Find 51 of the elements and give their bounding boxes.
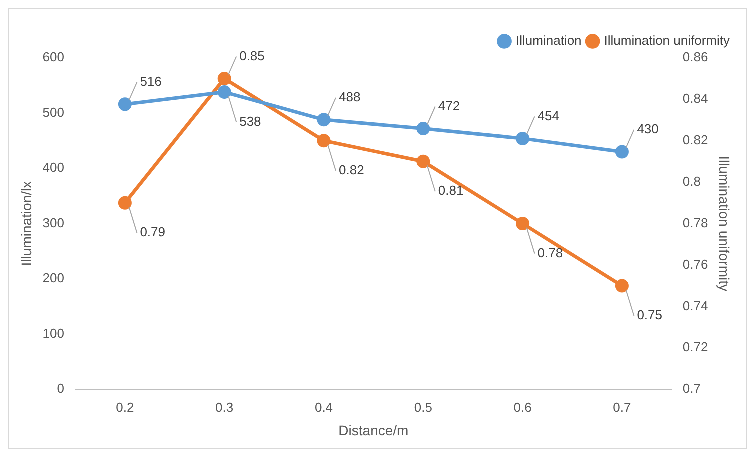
- point: [615, 145, 629, 159]
- x-tick-label: 0.3: [216, 400, 234, 415]
- y2-tick-label: 0.78: [682, 215, 708, 230]
- point: [516, 132, 530, 146]
- point: [615, 279, 629, 293]
- x-tick-label: 0.5: [414, 400, 432, 415]
- y-tick-label: 300: [42, 215, 64, 230]
- data-label: 516: [140, 74, 162, 89]
- point: [416, 122, 430, 136]
- y2-tick-label: 0.86: [682, 50, 708, 65]
- point: [416, 154, 430, 168]
- data-label: 430: [637, 122, 659, 137]
- data-label: 454: [538, 108, 560, 124]
- point: [218, 86, 232, 100]
- y-tick-label: 500: [42, 104, 64, 120]
- y2-tick-label: 0.72: [682, 340, 708, 355]
- data-label: 0.78: [538, 245, 564, 260]
- data-label: 472: [438, 98, 460, 114]
- legend-label: Illumination: [516, 33, 582, 48]
- x-axis-title: Distance/m: [338, 422, 409, 438]
- y2-tick-label: 0.74: [682, 298, 708, 314]
- x-tick-label: 0.4: [314, 400, 334, 415]
- y-tick-label: 400: [42, 160, 64, 176]
- y2-tick-label: 0.84: [682, 91, 708, 106]
- x-tick-label: 0.2: [116, 400, 134, 415]
- y-tick-label: 100: [42, 326, 64, 341]
- y2-tick-label: 0.8: [682, 174, 701, 189]
- y-tick-label: 200: [42, 270, 64, 286]
- y2-axis-title: Illumination uniformity: [716, 156, 733, 292]
- point: [317, 134, 331, 148]
- y-tick-label: 0: [57, 381, 64, 396]
- y-axis-title: Illumination/lx: [18, 181, 34, 266]
- x-tick-label: 0.6: [514, 400, 532, 415]
- data-label: 0.82: [338, 162, 364, 178]
- x-tick-label: 0.7: [613, 400, 632, 415]
- data-label: 0.81: [438, 183, 464, 198]
- y2-tick-label: 0.7: [682, 381, 701, 396]
- data-label: 0.79: [140, 224, 166, 240]
- y2-tick-label: 0.76: [682, 256, 708, 272]
- y2-tick-label: 0.82: [682, 132, 708, 148]
- data-label: 0.75: [637, 308, 663, 323]
- point: [118, 196, 132, 210]
- y-tick-label: 600: [42, 50, 64, 65]
- legend-label: Illumination uniformity: [604, 33, 730, 48]
- data-label: 0.85: [240, 48, 265, 64]
- data-label: 488: [338, 89, 361, 104]
- data-label: 538: [240, 114, 262, 129]
- point: [317, 113, 331, 127]
- point: [118, 98, 132, 112]
- point: [516, 217, 530, 231]
- point: [218, 72, 232, 86]
